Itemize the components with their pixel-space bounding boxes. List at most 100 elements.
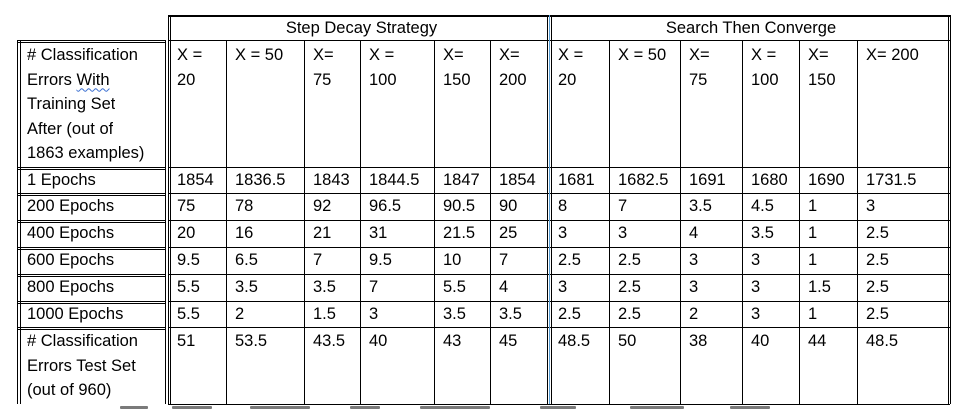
table-cell: 1836.5 (235, 171, 286, 189)
row-label: 400 Epochs (27, 224, 115, 242)
table-cell: 3 (751, 305, 761, 323)
table-cell: 7 (369, 278, 379, 296)
table-cell: 53.5 (235, 332, 268, 350)
table-cell: 7 (618, 197, 628, 215)
table-cell: 50 (618, 332, 637, 350)
cropped-text-fragment (120, 402, 800, 410)
column-header: X = (369, 46, 395, 64)
table-cell: 4 (499, 278, 509, 296)
table-cell: 45 (499, 332, 518, 350)
table-cell: 3 (751, 251, 761, 269)
grid-line (17, 40, 165, 41)
row-label: 600 Epochs (27, 251, 115, 269)
table-cell: 2.5 (866, 251, 889, 269)
column-header: X= (313, 46, 334, 64)
table-cell: 90.5 (443, 197, 476, 215)
column-header: X= (808, 46, 829, 64)
column-header: X= (689, 46, 710, 64)
grid-line (168, 301, 950, 302)
row-header-line: Errors With (27, 70, 110, 89)
grid-line (17, 247, 165, 248)
grid-line (17, 301, 165, 302)
grid-line (304, 40, 305, 404)
grid-line (17, 327, 165, 328)
grid-line (948, 15, 949, 404)
grid-line (17, 193, 165, 194)
column-header: 75 (313, 70, 332, 89)
row-header-line: Errors Test Set (27, 356, 136, 375)
table-cell: 38 (689, 332, 708, 350)
column-header: X = (558, 46, 584, 64)
table-cell: 75 (177, 197, 196, 215)
grid-line (17, 220, 165, 221)
table-cell: 2.5 (618, 251, 641, 269)
column-header: X = 50 (618, 46, 667, 64)
group-separator (549, 15, 550, 404)
table-cell: 96.5 (369, 197, 402, 215)
grid-line (17, 195, 165, 196)
table-cell: 9.5 (177, 251, 200, 269)
table-cell: 21.5 (443, 224, 476, 242)
table-cell: 2.5 (618, 305, 641, 323)
table-cell: 3.5 (443, 305, 466, 323)
column-header: X= 200 (866, 46, 919, 64)
table-cell: 3 (689, 251, 699, 269)
grid-line (551, 15, 552, 404)
table-cell: 25 (499, 224, 518, 242)
table-cell: 3 (558, 278, 568, 296)
grid-line (360, 40, 361, 404)
column-header: 20 (558, 70, 577, 89)
table-cell: 3.5 (235, 278, 258, 296)
table-cell: 2 (689, 305, 699, 323)
table-cell: 1854 (499, 171, 536, 189)
grid-line (857, 40, 858, 404)
row-header-line: # Classification (27, 46, 138, 64)
grid-line (168, 404, 950, 405)
table-cell: 1 (808, 197, 818, 215)
table-cell: 31 (369, 224, 388, 242)
table-cell: 2 (235, 305, 245, 323)
grid-line (168, 327, 950, 328)
column-header: 150 (443, 70, 471, 89)
grid-line (170, 15, 171, 404)
table-cell: 92 (313, 197, 332, 215)
table-cell: 7 (313, 251, 323, 269)
grid-line (226, 40, 227, 404)
grid-line (17, 169, 165, 170)
table-cell: 3 (369, 305, 379, 323)
grid-line (17, 274, 165, 275)
grid-line (799, 40, 800, 404)
group-header: Search Then Converge (665, 19, 837, 37)
grid-line (168, 15, 169, 404)
grid-line (168, 16, 950, 17)
grid-line (168, 274, 950, 275)
table-cell: 40 (369, 332, 388, 350)
grid-line (168, 193, 950, 194)
table-cell: 1843 (313, 171, 350, 189)
table-cell: 3.5 (689, 197, 712, 215)
grid-line (20, 40, 21, 404)
table-cell: 1680 (751, 171, 788, 189)
grid-line (17, 249, 165, 250)
table-cell: 1691 (689, 171, 726, 189)
grid-line (490, 40, 491, 404)
grid-line (434, 40, 435, 404)
table-cell: 1 (808, 305, 818, 323)
grid-line (547, 15, 548, 404)
table-cell: 2.5 (866, 305, 889, 323)
grid-line (168, 15, 950, 16)
table-cell: 5.5 (177, 305, 200, 323)
table-cell: 3.5 (751, 224, 774, 242)
table-cell: 40 (751, 332, 770, 350)
grid-line (17, 276, 165, 277)
table-cell: 2.5 (866, 224, 889, 242)
column-header: 100 (751, 70, 779, 89)
table-cell: 7 (499, 251, 509, 269)
grid-line (168, 220, 950, 221)
table-cell: 2.5 (866, 278, 889, 296)
row-header-line: 1863 examples) (27, 144, 145, 163)
table-cell: 51 (177, 332, 196, 350)
table-cell: 48.5 (866, 332, 899, 350)
grid-line (17, 40, 18, 404)
